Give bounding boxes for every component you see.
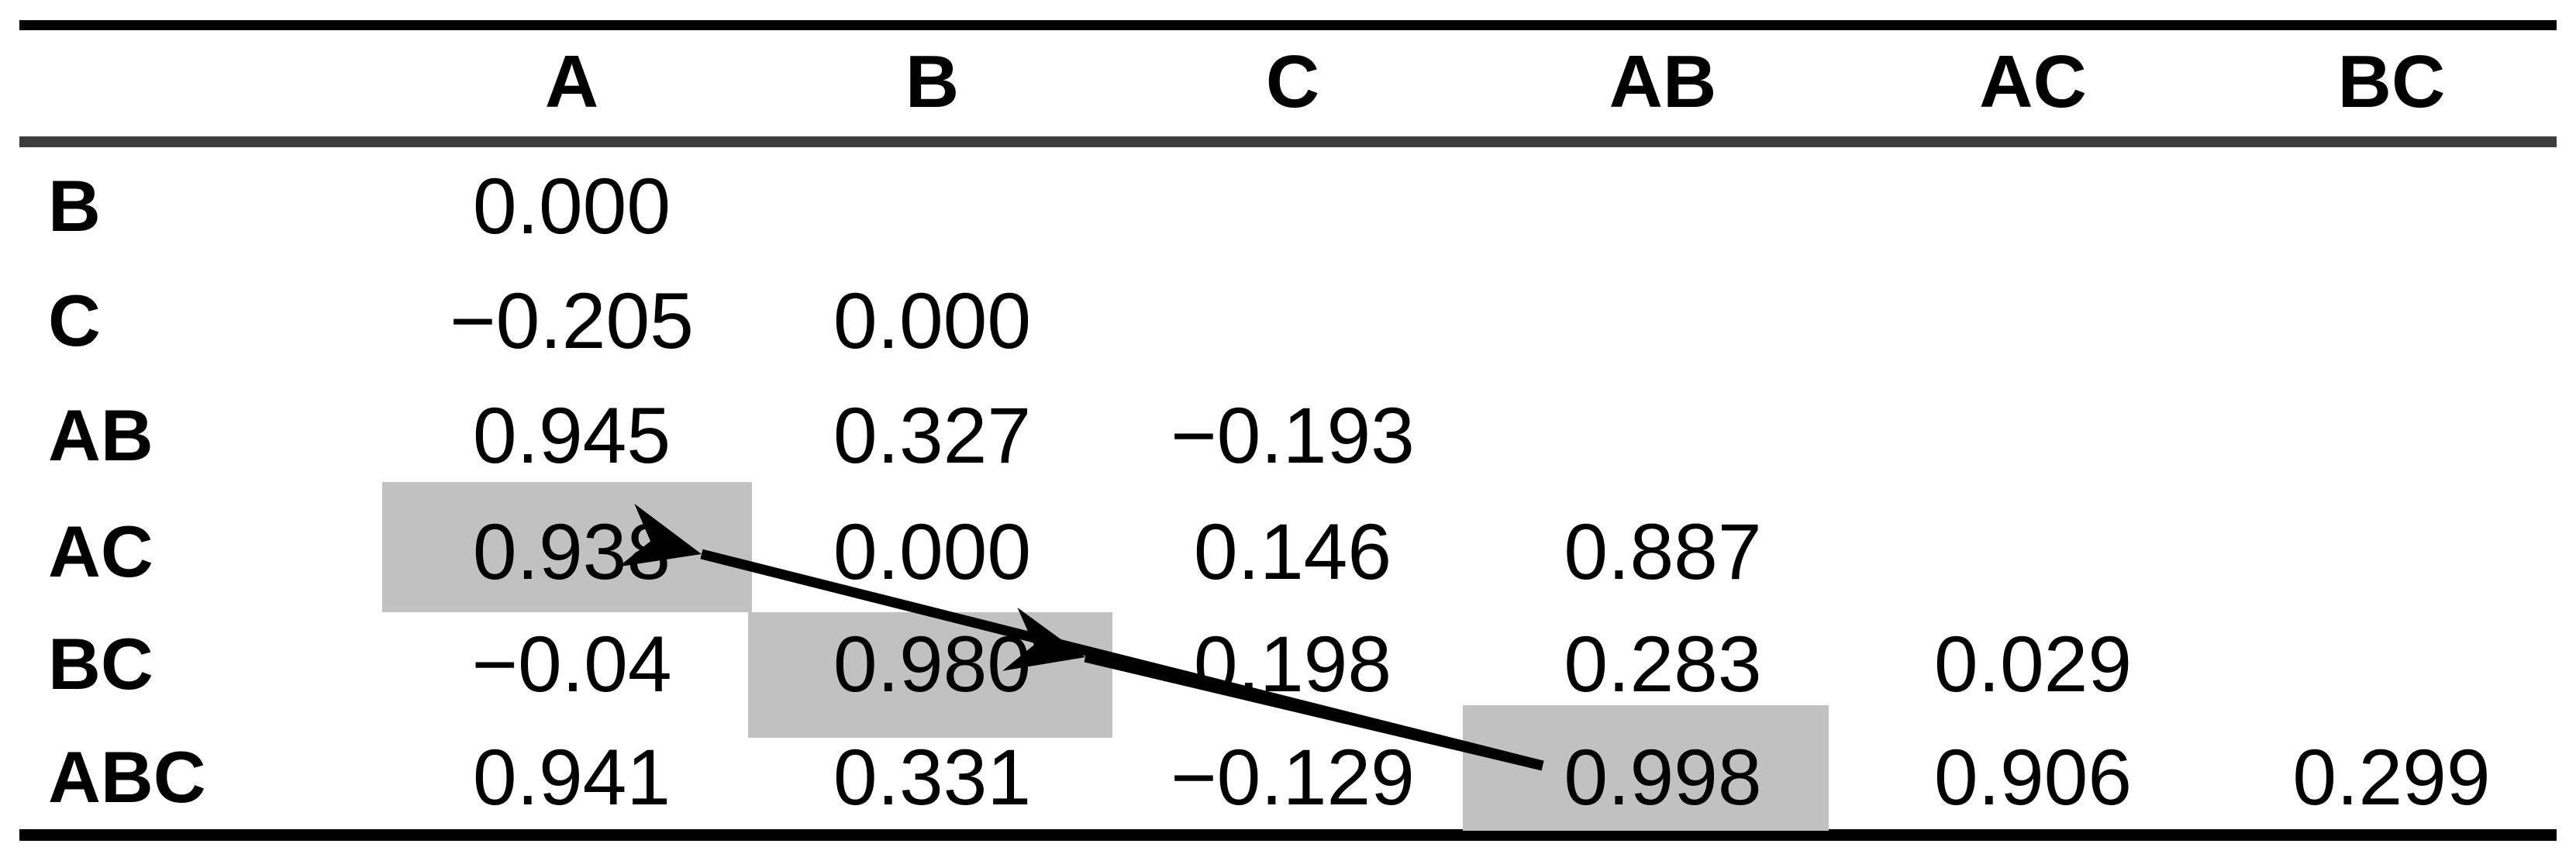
header-cell-BC: BC [2337, 40, 2446, 123]
cell-AC-A: 0.938 [472, 507, 671, 596]
header-cell-B: B [905, 40, 960, 123]
table-top-rule [19, 20, 2557, 30]
cell-BC-C: 0.198 [1193, 619, 1392, 708]
cell-ABC-C: −0.129 [1171, 732, 1415, 821]
cell-ABC-AB: 0.998 [1564, 732, 1762, 821]
cell-AC-B: 0.000 [833, 507, 1032, 596]
row-label-AB: AB [48, 394, 153, 476]
header-cell-AC: AC [1979, 40, 2087, 123]
header-cell-A: A [544, 40, 599, 123]
row-label-AC: AC [48, 511, 153, 592]
cell-AB-A: 0.945 [472, 391, 671, 480]
cell-BC-AC: 0.029 [1933, 619, 2133, 708]
cell-B-A: 0.000 [472, 161, 671, 250]
cell-ABC-BC: 0.299 [2292, 732, 2491, 821]
header-cell-AB: AB [1609, 40, 1717, 123]
cell-AC-C: 0.146 [1193, 507, 1392, 596]
row-label-B: B [48, 165, 101, 246]
row-label-C: C [48, 280, 101, 361]
cell-C-A: −0.205 [450, 276, 694, 365]
header-cell-C: C [1265, 40, 1320, 123]
cell-AB-B: 0.327 [833, 391, 1032, 480]
cell-BC-A: −0.04 [471, 619, 672, 708]
header-corner-cell [48, 28, 389, 136]
cell-AB-C: −0.193 [1171, 391, 1415, 480]
cell-C-B: 0.000 [833, 276, 1032, 365]
cell-ABC-AC: 0.906 [1933, 732, 2133, 821]
cell-AC-AB: 0.887 [1564, 507, 1762, 596]
row-label-BC: BC [48, 623, 153, 704]
table-header-rule [19, 136, 2557, 147]
row-label-ABC: ABC [48, 736, 206, 818]
cell-BC-B: 0.980 [833, 619, 1032, 708]
cell-ABC-B: 0.331 [833, 732, 1032, 821]
table-bottom-rule [19, 829, 2557, 841]
cell-ABC-A: 0.941 [472, 732, 671, 821]
cell-BC-AB: 0.283 [1564, 619, 1762, 708]
